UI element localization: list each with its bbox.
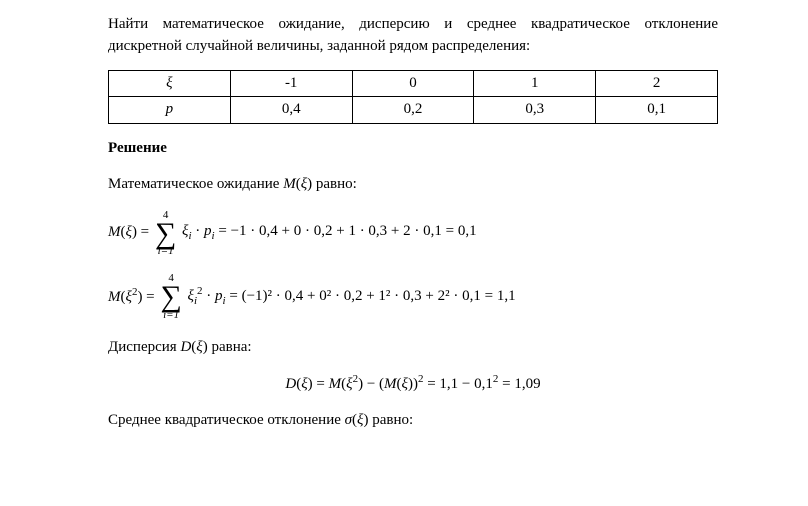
formula-mx: M(ξ) = 4 ∑ i=1 ξi · pi = −1 · 0,4 + 0 · … xyxy=(108,210,718,258)
cell: 0 xyxy=(352,70,474,97)
sigma-label: Среднее квадратическое отклонение σ(ξ) р… xyxy=(108,410,718,432)
cell: 2 xyxy=(596,70,718,97)
dx-label: Дисперсия D(ξ) равна: xyxy=(108,337,718,359)
cell: 0,2 xyxy=(352,97,474,124)
table-row: p 0,4 0,2 0,3 0,1 xyxy=(109,97,718,124)
section-heading: Решение xyxy=(108,138,718,160)
table-row: ξ -1 0 1 2 xyxy=(109,70,718,97)
row-header-p: p xyxy=(109,97,231,124)
mx-label: Математическое ожидание M(ξ) равно: xyxy=(108,174,718,196)
row-header-xi: ξ xyxy=(109,70,231,97)
formula-dx: D(ξ) = M(ξ2) − (M(ξ))2 = 1,1 − 0,12 = 1,… xyxy=(108,372,718,396)
cell: 1 xyxy=(474,70,596,97)
intro-text: Найти математическое ожидание, дисперсию… xyxy=(108,14,718,58)
cell: 0,4 xyxy=(230,97,352,124)
cell: 0,3 xyxy=(474,97,596,124)
cell: -1 xyxy=(230,70,352,97)
cell: 0,1 xyxy=(596,97,718,124)
formula-mx2: M(ξ2) = 4 ∑ i=1 ξi2 · pi = (−1)² · 0,4 +… xyxy=(108,273,718,321)
distribution-table: ξ -1 0 1 2 p 0,4 0,2 0,3 0,1 xyxy=(108,70,718,125)
